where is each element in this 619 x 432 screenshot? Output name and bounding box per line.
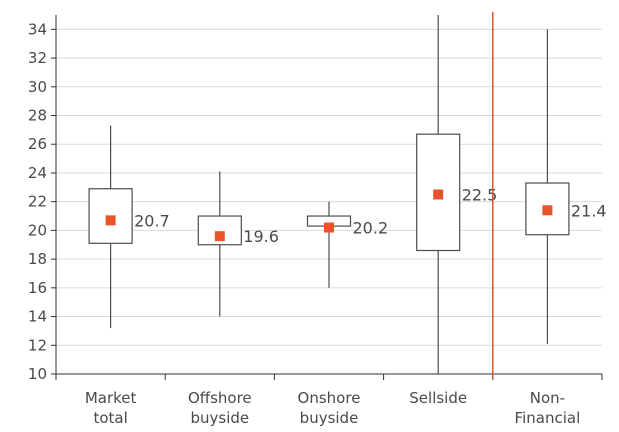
boxes: 20.7 19.6 20.2 22.5 21.4	[88, 15, 607, 374]
mean-marker	[324, 222, 334, 233]
mean-value-label: 21.4	[571, 201, 607, 220]
y-tick-label: 30	[28, 78, 47, 96]
category-label-line: Sellside	[409, 389, 467, 407]
y-tick-label: 16	[28, 279, 47, 297]
y-tick-label: 32	[28, 49, 47, 67]
box-group: 21.4	[525, 29, 607, 344]
mean-marker	[542, 205, 553, 216]
mean-value-label: 22.5	[462, 186, 498, 205]
mean-marker	[433, 189, 444, 200]
y-tick-label: 14	[28, 308, 47, 326]
mean-marker	[214, 231, 225, 242]
category-label: Sellside	[409, 389, 467, 407]
y-tick-label: 28	[28, 107, 47, 125]
mean-marker	[105, 215, 116, 226]
category-label: Onshore buyside	[298, 389, 361, 427]
category-label-line: Non-	[530, 389, 565, 407]
y-tick-label: 12	[28, 336, 47, 354]
y-tick-label: 26	[28, 135, 47, 153]
mean-value-label: 20.2	[353, 219, 389, 238]
y-tick-label: 20	[28, 221, 47, 239]
category-label: Market total	[85, 389, 137, 427]
category-label-line: buyside	[190, 409, 249, 427]
box-group: 20.2	[306, 201, 389, 288]
mean-value-label: 20.7	[134, 211, 170, 230]
category-label-line: Market	[85, 389, 137, 407]
y-tick-label: 34	[28, 20, 47, 38]
category-label: Non- Financial	[515, 389, 581, 427]
category-label-line: total	[93, 409, 127, 427]
mean-value-label: 19.6	[243, 227, 279, 246]
gridlines	[56, 28, 602, 346]
box-group: 20.7	[88, 125, 170, 329]
category-label-line: buyside	[300, 409, 359, 427]
category-label-line: Financial	[515, 409, 581, 427]
box-group: 22.5	[416, 15, 498, 374]
category-label: Offshore buyside	[188, 389, 252, 427]
y-tick-label: 22	[28, 193, 47, 211]
x-axis-categories: Market total Offshore buyside Onshore buyside…	[85, 389, 580, 427]
y-tick-label: 18	[28, 250, 47, 268]
axes	[55, 12, 603, 380]
box-group: 19.6	[197, 171, 279, 317]
category-label-line: Onshore	[298, 389, 361, 407]
y-tick-label: 24	[28, 164, 47, 182]
y-axis-ticks: 10 12 14 16 18 20 22 24 26 28 30 32 34	[28, 20, 56, 383]
y-tick-label: 10	[28, 365, 47, 383]
category-label-line: Offshore	[188, 389, 252, 407]
